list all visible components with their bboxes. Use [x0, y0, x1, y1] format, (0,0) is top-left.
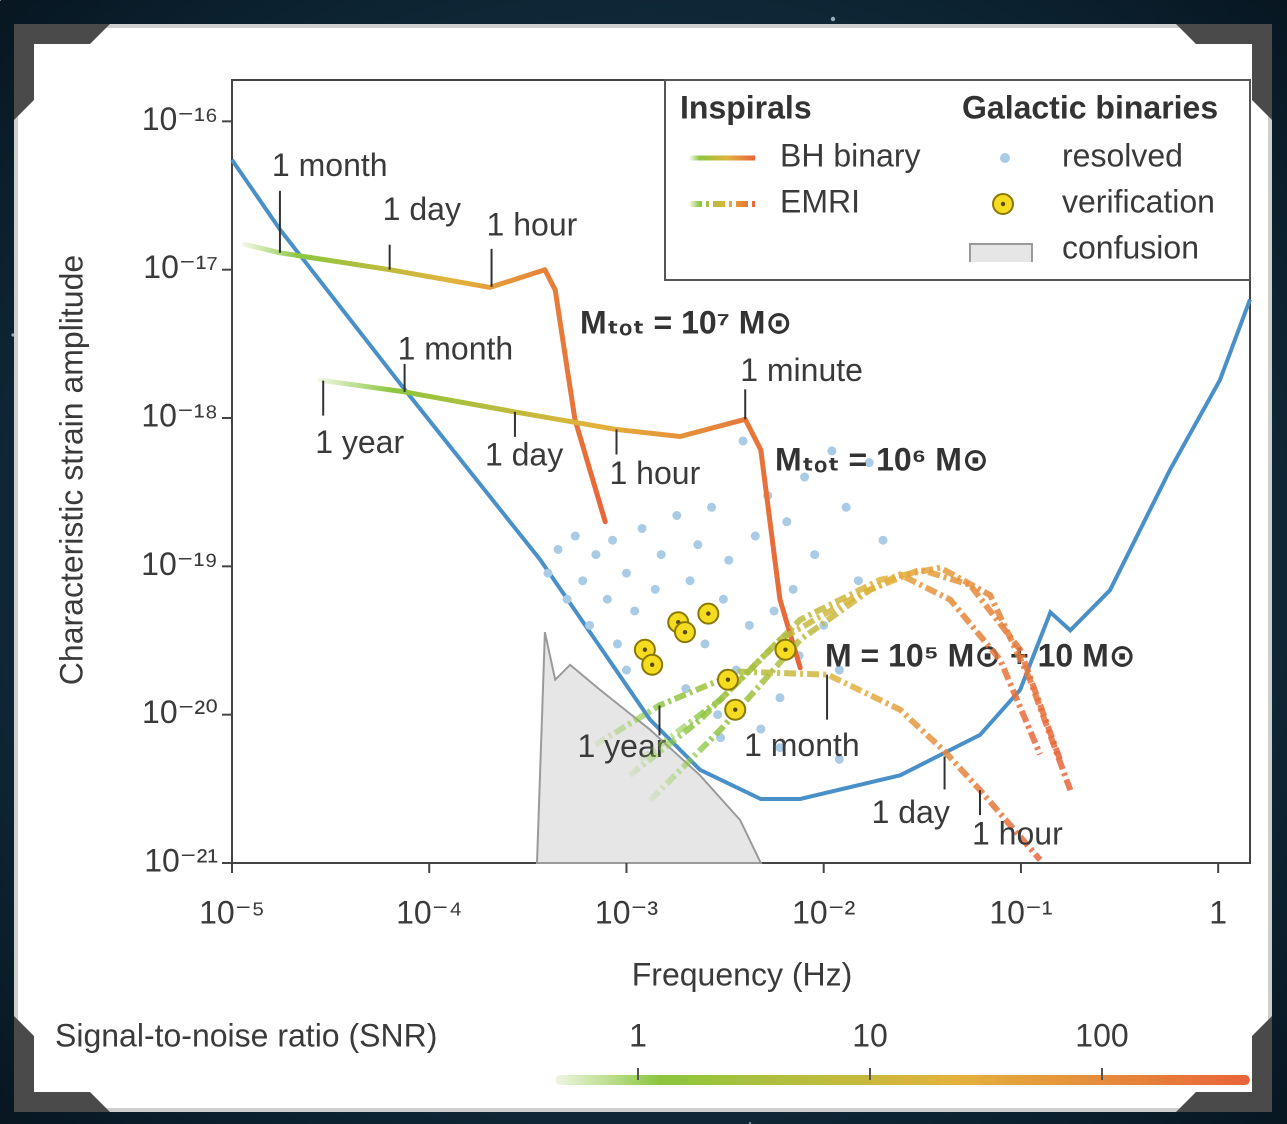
- resolved-binary: [789, 585, 798, 594]
- resolved-binary: [707, 503, 716, 512]
- resolved-binary: [751, 532, 760, 541]
- resolved-binary: [775, 693, 784, 702]
- colorbar: [555, 1075, 1250, 1085]
- verification-center: [733, 708, 737, 712]
- verification-center: [683, 630, 687, 634]
- legend-title: Inspirals: [680, 89, 812, 125]
- resolved-binary: [739, 436, 748, 445]
- verification-center: [783, 648, 787, 652]
- resolved-binary: [672, 511, 681, 520]
- y-tick-label: 10⁻²⁰: [142, 694, 218, 730]
- legend-label: confusion: [1062, 229, 1199, 265]
- resolved-binary: [563, 595, 572, 604]
- resolved-binary: [713, 710, 722, 719]
- resolved-binary: [554, 545, 563, 554]
- x-tick-label: 10⁻³: [595, 894, 658, 930]
- time-label: 1 month: [398, 330, 514, 366]
- legend-swatch: [1000, 153, 1010, 163]
- resolved-binary: [591, 550, 600, 559]
- x-tick-label: 10⁻²: [792, 894, 855, 930]
- resolved-binary: [630, 606, 639, 615]
- time-label: 1 month: [744, 727, 860, 763]
- time-label: 1 day: [383, 191, 461, 227]
- y-axis-label: Characteristic strain amplitude: [53, 255, 89, 685]
- resolved-binary: [571, 532, 580, 541]
- star: [831, 17, 835, 21]
- page: Frequency (Hz) Characteristic strain amp…: [0, 0, 1287, 1124]
- x-tick-label: 1: [1209, 894, 1227, 930]
- time-label: 1 day: [872, 794, 950, 830]
- legend-title: Galactic binaries: [962, 89, 1218, 125]
- time-label: 1 month: [272, 147, 388, 183]
- y-tick-label: 10⁻²¹: [144, 842, 218, 878]
- verification-center: [706, 611, 710, 615]
- resolved-binary: [608, 536, 617, 545]
- time-label: 1 hour: [487, 206, 578, 242]
- resolved-binary: [810, 550, 819, 559]
- resolved-binary: [693, 540, 702, 549]
- legend-label: verification: [1062, 183, 1215, 219]
- y-tick-label: 10⁻¹⁷: [143, 249, 218, 285]
- y-tick-label: 10⁻¹⁶: [142, 101, 218, 137]
- mass-label: Mₜₒₜ = 10⁷ M⊙: [580, 304, 792, 340]
- verification-center: [643, 648, 647, 652]
- resolved-binary: [657, 550, 666, 559]
- resolved-binary: [842, 503, 851, 512]
- resolved-binary: [700, 639, 709, 648]
- x-tick-label: 10⁻⁴: [396, 894, 462, 930]
- legend-swatch: [970, 244, 1032, 262]
- y-tick-label: 10⁻¹⁸: [141, 397, 218, 433]
- verification-center: [726, 678, 730, 682]
- resolved-binary: [686, 576, 695, 585]
- resolved-binary: [782, 517, 791, 526]
- x-tick-label: 10⁻¹: [989, 894, 1052, 930]
- resolved-binary: [724, 556, 733, 565]
- resolved-binary: [613, 639, 622, 648]
- chart: Frequency (Hz) Characteristic strain amp…: [0, 0, 1287, 1124]
- colorbar-label: Signal-to-noise ratio (SNR): [55, 1017, 437, 1053]
- resolved-binary: [603, 595, 612, 604]
- resolved-binary: [638, 524, 647, 533]
- mass-label: Mₜₒₜ = 10⁶ M⊙: [775, 441, 989, 477]
- time-label: 1 day: [485, 436, 563, 472]
- colorbar-tick-label: 10: [852, 1017, 888, 1053]
- resolved-binary: [854, 576, 863, 585]
- time-label: 1 minute: [740, 352, 863, 388]
- resolved-binary: [879, 536, 888, 545]
- legend-label: resolved: [1062, 137, 1183, 173]
- legend-label: EMRI: [780, 183, 860, 219]
- resolved-binary: [770, 606, 779, 615]
- legend-label: BH binary: [780, 137, 921, 173]
- resolved-binary: [745, 621, 754, 630]
- time-label: 1 year: [315, 424, 404, 460]
- resolved-binary: [585, 621, 594, 630]
- x-tick-label: 10⁻⁵: [199, 894, 265, 930]
- time-label: 1 hour: [609, 455, 700, 491]
- resolved-binary: [719, 595, 728, 604]
- legend-swatch-center: [1001, 202, 1005, 206]
- verification-center: [650, 663, 654, 667]
- mass-label: M = 10⁵ M⊙ + 10 M⊙: [825, 637, 1136, 673]
- resolved-binary: [578, 576, 587, 585]
- resolved-binary: [622, 666, 631, 675]
- resolved-binary: [543, 569, 552, 578]
- colorbar-tick-label: 100: [1075, 1017, 1128, 1053]
- y-tick-label: 10⁻¹⁹: [141, 546, 218, 582]
- colorbar-tick-label: 1: [629, 1017, 647, 1053]
- resolved-binary: [651, 585, 660, 594]
- resolved-binary: [622, 569, 631, 578]
- time-label: 1 hour: [972, 816, 1063, 852]
- x-axis-label: Frequency (Hz): [632, 956, 853, 992]
